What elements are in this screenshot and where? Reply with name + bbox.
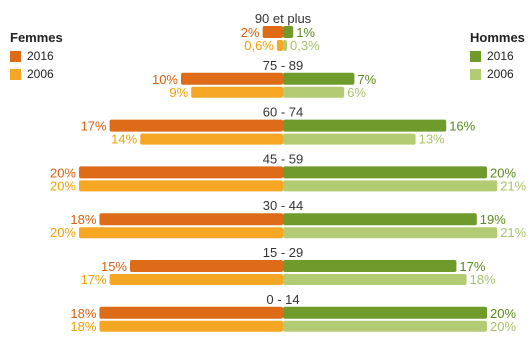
bar-men-2006: [283, 227, 498, 239]
data-label-men-2016: 20%: [490, 165, 516, 180]
bar-women-2006: [109, 274, 283, 285]
bar-men-2006: [283, 320, 487, 332]
data-label-men-2016: 16%: [449, 119, 475, 134]
data-label-men-2006: 21%: [500, 225, 526, 240]
category-label: 90 et plus: [255, 11, 312, 26]
legend-women-2006-label: 2006: [27, 67, 54, 81]
legend-men-2016-label: 2016: [487, 49, 514, 63]
category-label: 45 - 59: [263, 151, 303, 166]
bar-men-2006: [283, 86, 345, 98]
category-label: 15 - 29: [263, 245, 303, 260]
data-label-women-2006: 0,6%: [244, 38, 274, 53]
legend-men-2006-label: 2006: [487, 67, 514, 81]
bar-women-2016: [130, 260, 283, 272]
data-label-women-2016: 18%: [70, 306, 96, 321]
legend-men: Hommes 2016 2006: [470, 30, 525, 81]
legend-men-2006: 2006: [470, 67, 525, 81]
legend-women-2016-label: 2016: [27, 49, 54, 63]
bar-men-2016: [283, 213, 477, 226]
data-label-women-2006: 20%: [50, 178, 76, 193]
data-label-women-2016: 15%: [101, 259, 127, 274]
category-label: 30 - 44: [263, 198, 303, 213]
data-label-men-2006: 20%: [490, 319, 516, 334]
data-label-women-2006: 9%: [169, 85, 188, 100]
data-label-men-2016: 7%: [357, 72, 376, 87]
data-label-women-2006: 18%: [70, 319, 96, 334]
legend-men-2016: 2016: [470, 49, 525, 63]
category-label: 75 - 89: [263, 58, 303, 73]
bar-women-2006: [276, 40, 283, 51]
legend-men-2016-swatch: [470, 50, 481, 62]
data-label-women-2006: 20%: [50, 225, 76, 240]
data-label-men-2006: 6%: [347, 85, 366, 100]
data-label-men-2016: 17%: [459, 259, 485, 274]
legend-women-title: Femmes: [10, 30, 63, 45]
bar-women-2006: [79, 227, 283, 239]
data-label-women-2006: 17%: [81, 272, 107, 287]
data-label-men-2016: 20%: [490, 306, 516, 321]
legend-men-title: Hommes: [470, 30, 525, 45]
category-label: 60 - 74: [263, 105, 303, 120]
data-label-men-2006: 21%: [500, 178, 526, 193]
legend-women-2016-swatch: [10, 50, 21, 62]
bar-women-2006: [99, 320, 284, 332]
bar-women-2016: [262, 26, 283, 38]
data-label-women-2016: 2%: [241, 25, 260, 40]
bar-men-2006: [283, 180, 498, 192]
data-label-men-2006: 13%: [419, 132, 445, 147]
bar-women-2016: [79, 166, 283, 179]
legend-women-2006-swatch: [10, 68, 21, 80]
bar-men-2016: [283, 72, 355, 85]
bar-women-2006: [140, 133, 283, 145]
data-label-women-2006: 14%: [111, 132, 137, 147]
data-label-women-2016: 20%: [50, 165, 76, 180]
legend-women-2006: 2006: [10, 67, 63, 81]
legend-women-2016: 2016: [10, 49, 63, 63]
bar-men-2006: [283, 133, 416, 145]
category-label: 0 - 14: [266, 292, 299, 307]
legend-women: Femmes 2016 2006: [10, 30, 63, 81]
bar-men-2016: [283, 306, 487, 319]
data-label-men-2006: 0,3%: [290, 38, 320, 53]
legend-men-2006-swatch: [470, 68, 481, 80]
data-label-men-2006: 18%: [470, 272, 496, 287]
bar-women-2016: [99, 213, 284, 226]
bar-men-2016: [283, 119, 447, 132]
bar-women-2016: [181, 72, 283, 85]
data-label-men-2016: 19%: [480, 212, 506, 227]
bar-women-2016: [99, 306, 284, 319]
bar-women-2016: [109, 119, 283, 132]
data-label-men-2016: 1%: [296, 25, 315, 40]
bar-women-2006: [191, 86, 283, 98]
data-label-women-2016: 18%: [70, 212, 96, 227]
data-label-women-2016: 10%: [152, 72, 178, 87]
bar-men-2016: [283, 260, 457, 272]
bar-men-2006: [283, 40, 287, 51]
bar-men-2016: [283, 26, 294, 38]
bar-men-2006: [283, 274, 467, 285]
bar-men-2016: [283, 166, 487, 179]
data-label-women-2016: 17%: [81, 119, 107, 134]
bar-women-2006: [79, 180, 283, 192]
